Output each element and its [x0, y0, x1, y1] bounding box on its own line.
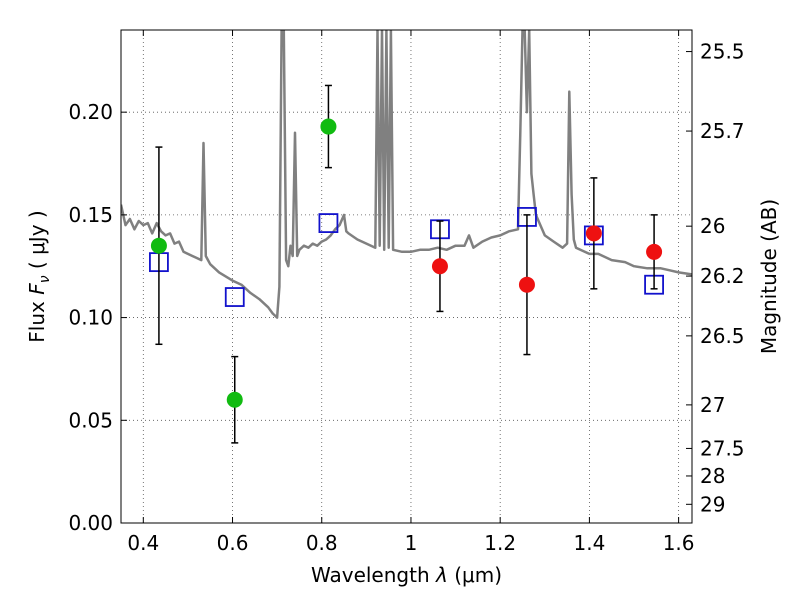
x-tick-label: 0.8 — [306, 531, 338, 555]
x-axis-title: Wavelength λ (μm) — [311, 563, 502, 587]
blue-square-marker — [224, 287, 245, 307]
x-tick-label: 1.4 — [573, 531, 605, 555]
y2-tick-label: 25.5 — [700, 40, 745, 64]
y2-tick-label: 25.7 — [700, 119, 745, 143]
x-tick-label: 1.2 — [484, 531, 516, 555]
model-spectrum — [121, 30, 692, 319]
y-tick-label: 0.20 — [68, 100, 113, 124]
red-circle-marker — [431, 258, 448, 275]
axis-ticks: 0.4 0.6 0.8 1 1.2 1.4 1.6 0.00 0.05 0.10 0.15 0.20 2… — [68, 30, 745, 555]
model-spectrum-line — [121, 30, 692, 319]
y2-tick-label: 26 — [700, 214, 725, 238]
plot-frame — [120, 29, 693, 524]
green-circle-marker — [320, 118, 337, 135]
y2-tick-label: 27 — [700, 393, 725, 417]
data-points — [149, 84, 664, 444]
y2-tick-label: 26.2 — [700, 264, 745, 288]
red-circle-marker — [646, 243, 663, 260]
red-circle-marker — [585, 225, 602, 242]
y-tick-label: 0.15 — [68, 203, 113, 227]
y-axis-title: Flux Fν ( μJy ) — [25, 210, 54, 342]
y2-tick-label: 26.5 — [700, 324, 745, 348]
y2-tick-label: 28 — [700, 464, 725, 488]
x-tick-label: 0.6 — [217, 531, 249, 555]
y-tick-label: 0.05 — [68, 408, 113, 432]
y-tick-label: 0.00 — [68, 511, 113, 535]
y-tick-label: 0.10 — [68, 306, 113, 330]
secondary-y-axis-title: Magnitude (AB) — [757, 199, 781, 354]
green-circle-marker — [226, 391, 243, 408]
x-tick-label: 1 — [405, 531, 418, 555]
blue-square-marker — [318, 213, 339, 233]
grid-lines — [121, 30, 692, 523]
y2-tick-label: 27.5 — [700, 436, 745, 460]
x-tick-label: 1.6 — [663, 531, 695, 555]
green-circle-marker — [150, 237, 167, 254]
red-circle-marker — [518, 276, 535, 293]
y2-tick-label: 29 — [700, 492, 725, 516]
x-tick-label: 0.4 — [127, 531, 159, 555]
